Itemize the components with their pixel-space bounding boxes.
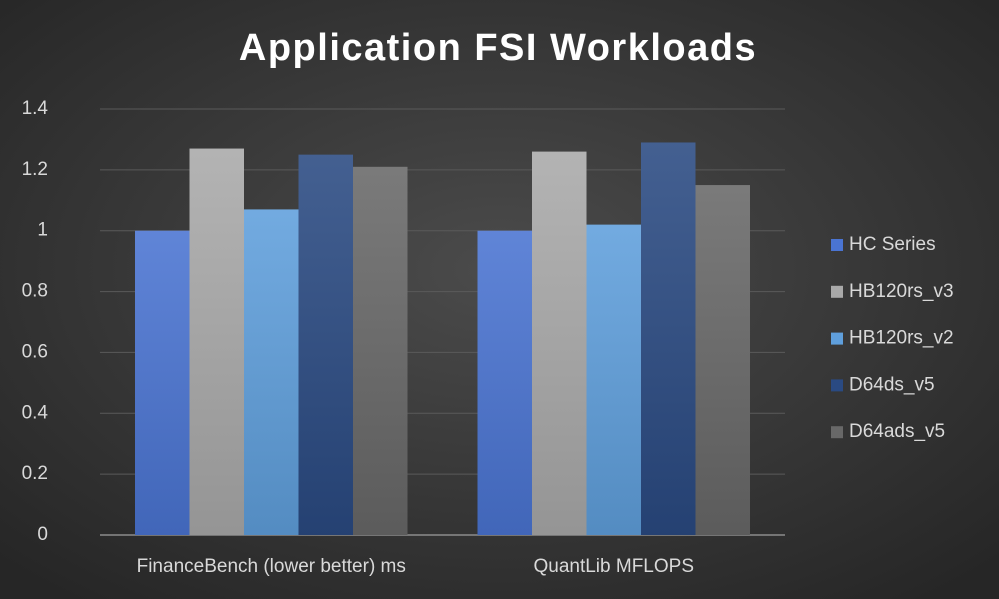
y-tick-label: 0.2 <box>22 463 48 484</box>
bar <box>135 230 190 535</box>
legend-swatch <box>831 285 843 298</box>
x-tick-label: QuantLib MFLOPS <box>533 556 694 577</box>
bar <box>477 230 532 535</box>
bar <box>244 209 299 535</box>
y-tick-label: 0.4 <box>22 402 49 423</box>
bar <box>353 166 408 536</box>
chart-title: Application FSI Workloads <box>239 27 757 69</box>
legend-label: D64ds_v5 <box>849 374 935 395</box>
legend-label: HC Series <box>849 234 936 255</box>
bar <box>586 224 641 535</box>
bar <box>641 142 696 535</box>
y-tick-label: 0.8 <box>22 281 48 302</box>
bar <box>695 185 750 536</box>
bar <box>298 154 353 535</box>
y-tick-label: 1.4 <box>22 98 49 119</box>
bar <box>532 151 587 535</box>
legend-label: HB120rs_v3 <box>849 281 954 302</box>
y-tick-label: 1 <box>37 220 48 241</box>
legend-swatch <box>831 379 843 392</box>
legend-swatch <box>831 239 843 251</box>
y-tick-label: 0.6 <box>22 341 48 362</box>
legend-label: HB120rs_v2 <box>849 328 954 349</box>
legend-swatch <box>831 426 843 439</box>
legend-swatch <box>831 332 843 345</box>
x-tick-label: FinanceBench (lower better) ms <box>137 556 406 577</box>
y-tick-label: 1.2 <box>22 159 48 180</box>
y-tick-label: 0 <box>37 524 48 545</box>
legend-label: D64ads_v5 <box>849 421 945 442</box>
bar <box>189 148 244 536</box>
